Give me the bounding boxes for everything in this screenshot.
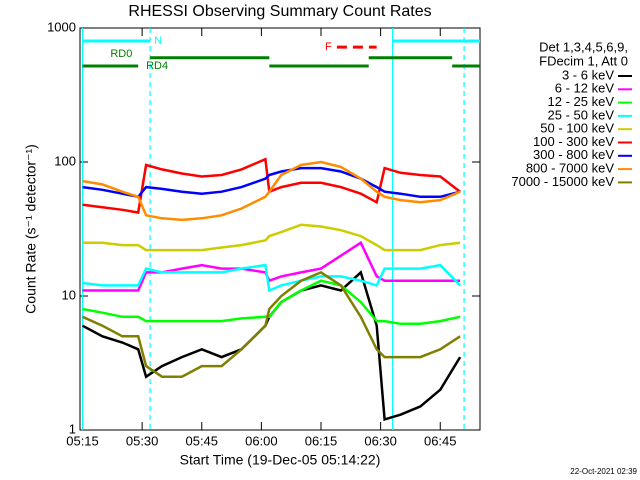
legend-label: 12 - 25 keV [548, 94, 615, 109]
y-tick-label: 1000 [47, 19, 76, 34]
y-tick-label: 100 [54, 153, 76, 168]
x-axis-label: Start Time (19-Dec-05 05:14:22) [180, 452, 381, 468]
legend-title: FDecim 1, Att 0 [539, 53, 628, 68]
x-tick-label: 06:30 [364, 433, 397, 448]
annotation: N [154, 35, 162, 47]
plot-frame [79, 27, 481, 431]
legend-label: 100 - 300 keV [533, 134, 614, 149]
x-tick-label: 05:45 [185, 433, 218, 448]
y-tick-label: 1 [69, 421, 76, 436]
legend-label: 50 - 100 keV [540, 121, 614, 136]
legend-label: 6 - 12 keV [555, 81, 615, 96]
y-tick-label: 10 [62, 287, 76, 302]
legend-label: 7000 - 15000 keV [511, 174, 614, 189]
series-line [82, 160, 461, 222]
annotation: RD4 [146, 60, 168, 72]
chart-title: RHESSI Observing Summary Count Rates [128, 3, 431, 20]
legend-label: 800 - 7000 keV [526, 161, 615, 176]
annotation: F [325, 41, 332, 53]
legend-label: 3 - 6 keV [562, 67, 614, 82]
series-line [82, 166, 461, 199]
legend-title: Det 1,3,4,5,6,9, [539, 39, 628, 54]
x-tick-label: 06:45 [424, 433, 457, 448]
series-line [82, 263, 461, 293]
x-tick-label: 06:15 [305, 433, 338, 448]
x-tick-label: 06:00 [245, 433, 278, 448]
series-line [82, 223, 461, 252]
series-line [82, 279, 461, 326]
footer: 22-Oct-2021 02:39 [570, 467, 637, 476]
annotation: RD0 [110, 48, 132, 60]
series-line [82, 240, 461, 292]
series-line [81, 270, 461, 378]
legend-label: 25 - 50 keV [548, 107, 615, 122]
x-tick-label: 05:15 [66, 433, 99, 448]
x-tick-label: 05:30 [126, 433, 159, 448]
legend-label: 300 - 800 keV [533, 147, 614, 162]
y-axis-label: Count Rate (s⁻¹ detector⁻¹) [23, 144, 39, 314]
